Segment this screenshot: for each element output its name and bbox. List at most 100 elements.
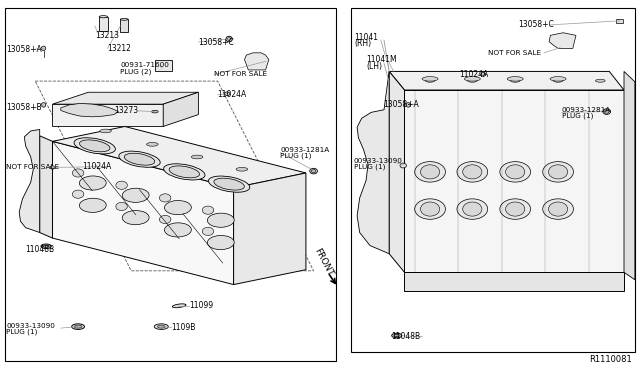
- Text: 11048B: 11048B: [26, 245, 55, 254]
- Ellipse shape: [74, 325, 82, 328]
- Text: 13058+A: 13058+A: [383, 100, 419, 109]
- Ellipse shape: [605, 110, 609, 113]
- Ellipse shape: [79, 198, 106, 212]
- Bar: [5, 8, 336, 361]
- Polygon shape: [244, 53, 269, 70]
- Ellipse shape: [548, 165, 568, 179]
- Text: 13273: 13273: [114, 106, 138, 115]
- Polygon shape: [52, 92, 198, 104]
- Ellipse shape: [99, 16, 108, 18]
- Ellipse shape: [207, 235, 234, 250]
- Ellipse shape: [202, 206, 214, 214]
- Ellipse shape: [543, 161, 573, 182]
- Text: NOT FOR SALE: NOT FOR SALE: [6, 164, 60, 170]
- Polygon shape: [120, 19, 128, 32]
- Ellipse shape: [500, 199, 531, 219]
- Polygon shape: [19, 129, 40, 232]
- Ellipse shape: [169, 166, 200, 178]
- Ellipse shape: [511, 79, 520, 82]
- Ellipse shape: [310, 168, 317, 174]
- Polygon shape: [40, 136, 52, 238]
- Ellipse shape: [595, 79, 605, 82]
- Ellipse shape: [72, 324, 84, 330]
- Ellipse shape: [41, 244, 51, 248]
- Ellipse shape: [79, 176, 106, 190]
- Ellipse shape: [100, 129, 111, 133]
- Ellipse shape: [506, 202, 525, 216]
- Text: 13058+C: 13058+C: [198, 38, 234, 46]
- Ellipse shape: [159, 215, 171, 224]
- Ellipse shape: [74, 138, 115, 154]
- Ellipse shape: [500, 161, 531, 182]
- Ellipse shape: [508, 77, 524, 81]
- Polygon shape: [52, 104, 163, 126]
- Text: NOT FOR SALE: NOT FOR SALE: [214, 71, 268, 77]
- Ellipse shape: [465, 77, 480, 81]
- Polygon shape: [52, 141, 234, 285]
- Ellipse shape: [420, 202, 440, 216]
- Ellipse shape: [72, 190, 84, 198]
- Ellipse shape: [120, 18, 128, 20]
- Ellipse shape: [51, 166, 55, 169]
- Text: 11041M: 11041M: [366, 55, 397, 64]
- Text: (LH): (LH): [366, 62, 382, 71]
- Ellipse shape: [122, 188, 149, 202]
- Text: PLUG (1): PLUG (1): [354, 164, 385, 170]
- Polygon shape: [357, 71, 389, 254]
- Ellipse shape: [400, 163, 406, 168]
- Polygon shape: [61, 103, 118, 117]
- Text: 00933-13090: 00933-13090: [6, 323, 55, 328]
- Text: R1110081: R1110081: [589, 355, 632, 364]
- Ellipse shape: [506, 165, 525, 179]
- Text: 00933-1281A: 00933-1281A: [562, 107, 611, 113]
- Text: PLUG (2): PLUG (2): [120, 68, 152, 75]
- Ellipse shape: [172, 304, 186, 308]
- Text: 11099: 11099: [189, 301, 213, 310]
- Polygon shape: [155, 60, 172, 71]
- Text: FRONT: FRONT: [312, 247, 334, 278]
- Text: 1109B: 1109B: [172, 323, 196, 332]
- Ellipse shape: [422, 77, 438, 81]
- Text: 11024A: 11024A: [82, 162, 111, 171]
- Ellipse shape: [481, 73, 486, 76]
- Ellipse shape: [164, 223, 191, 237]
- Text: (RH): (RH): [354, 39, 371, 48]
- Ellipse shape: [214, 178, 244, 190]
- Ellipse shape: [554, 79, 563, 82]
- Text: 11024A: 11024A: [218, 90, 247, 99]
- Polygon shape: [624, 71, 635, 280]
- Ellipse shape: [467, 79, 477, 82]
- Text: 11048B: 11048B: [392, 332, 421, 341]
- Text: 13213: 13213: [95, 31, 119, 40]
- Ellipse shape: [164, 201, 191, 215]
- Bar: [616, 19, 623, 23]
- Ellipse shape: [463, 202, 482, 216]
- Ellipse shape: [457, 161, 488, 182]
- Ellipse shape: [543, 199, 573, 219]
- Ellipse shape: [415, 199, 445, 219]
- Ellipse shape: [392, 333, 402, 338]
- Ellipse shape: [420, 165, 440, 179]
- Ellipse shape: [226, 36, 232, 42]
- Ellipse shape: [41, 103, 46, 107]
- Ellipse shape: [124, 153, 155, 165]
- Ellipse shape: [119, 151, 160, 167]
- Ellipse shape: [72, 169, 84, 177]
- Ellipse shape: [406, 103, 411, 107]
- Ellipse shape: [152, 110, 158, 113]
- Ellipse shape: [207, 213, 234, 227]
- Ellipse shape: [236, 167, 248, 171]
- Text: 13058+A: 13058+A: [6, 45, 42, 54]
- Polygon shape: [404, 272, 624, 291]
- Polygon shape: [99, 17, 108, 31]
- Ellipse shape: [228, 38, 231, 41]
- Ellipse shape: [225, 92, 230, 96]
- Ellipse shape: [164, 164, 205, 180]
- Text: PLUG (1): PLUG (1): [562, 113, 593, 119]
- Text: NOT FOR SALE: NOT FOR SALE: [488, 50, 541, 56]
- Ellipse shape: [41, 46, 46, 51]
- Polygon shape: [389, 71, 624, 90]
- Ellipse shape: [425, 79, 435, 82]
- Text: 00931-71600: 00931-71600: [120, 62, 169, 68]
- Text: 00933-1281A: 00933-1281A: [280, 147, 330, 153]
